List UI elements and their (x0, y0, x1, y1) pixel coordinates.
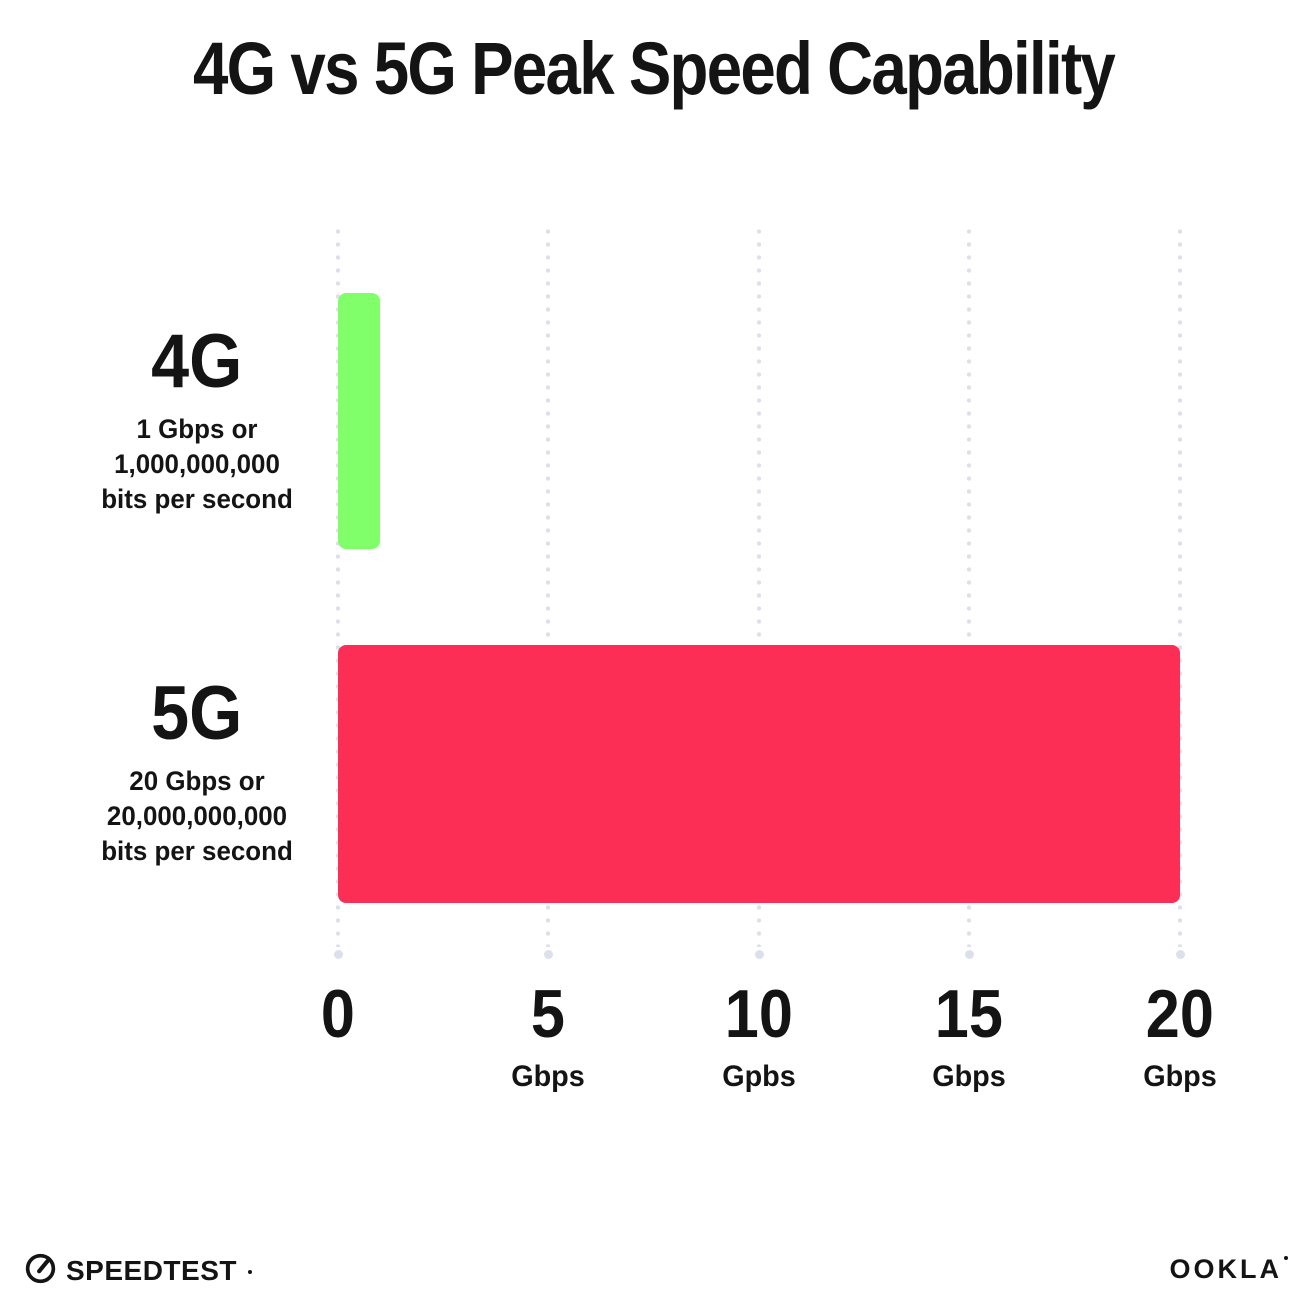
bar-4g (338, 293, 381, 549)
bar-5g (338, 645, 1180, 903)
row-label-5g: 5G 20 Gbps or 20,000,000,000 bits per se… (57, 676, 337, 869)
speedtest-logo: SPEEDTEST (24, 1252, 252, 1290)
x-tick-10-unit: Gpbs (722, 1060, 796, 1093)
axis-tick-dot-20 (1176, 950, 1185, 959)
axis-tick-dot-15 (965, 950, 974, 959)
x-tick-5-unit: Gbps (511, 1060, 585, 1093)
trademark-mark (247, 1270, 252, 1274)
x-tick-20-unit: Gbps (1143, 1060, 1217, 1093)
x-tick-20-value: 20 (1145, 976, 1215, 1052)
gridline-15 (967, 225, 971, 947)
axis-tick-dot-0 (334, 950, 343, 959)
gridline-20 (1178, 225, 1182, 947)
x-tick-0: 0 (228, 980, 448, 1060)
ookla-wordmark: OOKLA (1169, 1254, 1282, 1284)
row-label-4g-sub2: 1,000,000,000 (114, 449, 280, 479)
speedtest-gauge-icon (24, 1252, 57, 1290)
x-tick-20: 20 Gbps (1070, 980, 1290, 1094)
axis-tick-dot-5 (544, 950, 553, 959)
row-label-4g-sub3: bits per second (101, 484, 293, 514)
x-tick-15-unit: Gbps (932, 1060, 1006, 1093)
x-tick-0-value: 0 (320, 976, 356, 1052)
row-label-5g-sub1: 20 Gbps or (129, 766, 265, 796)
x-tick-10-value: 10 (724, 976, 794, 1052)
speedtest-wordmark: SPEEDTEST (66, 1255, 237, 1286)
axis-tick-dot-10 (755, 950, 764, 959)
row-label-4g: 4G 1 Gbps or 1,000,000,000 bits per seco… (57, 324, 337, 517)
trademark-mark (1284, 1256, 1288, 1260)
row-label-4g-title: 4G (151, 319, 243, 404)
x-tick-10: 10 Gpbs (649, 980, 869, 1094)
chart-title: 4G vs 5G Peak Speed Capability (0, 26, 1308, 111)
x-tick-5: 5 Gbps (438, 980, 658, 1094)
row-label-5g-title: 5G (151, 671, 243, 756)
x-tick-15-value: 15 (934, 976, 1004, 1052)
x-tick-5-value: 5 (530, 976, 566, 1052)
gridline-10 (757, 225, 761, 947)
x-tick-15: 15 Gbps (859, 980, 1079, 1094)
ookla-logo: OOKLA (1169, 1254, 1288, 1285)
chart-title-text: 4G vs 5G Peak Speed Capability (193, 27, 1116, 110)
gridline-0 (336, 225, 340, 947)
gridline-5 (546, 225, 550, 947)
row-label-5g-sub3: bits per second (101, 836, 293, 866)
row-label-5g-sub2: 20,000,000,000 (106, 801, 288, 831)
row-label-4g-sub1: 1 Gbps or (136, 414, 258, 444)
